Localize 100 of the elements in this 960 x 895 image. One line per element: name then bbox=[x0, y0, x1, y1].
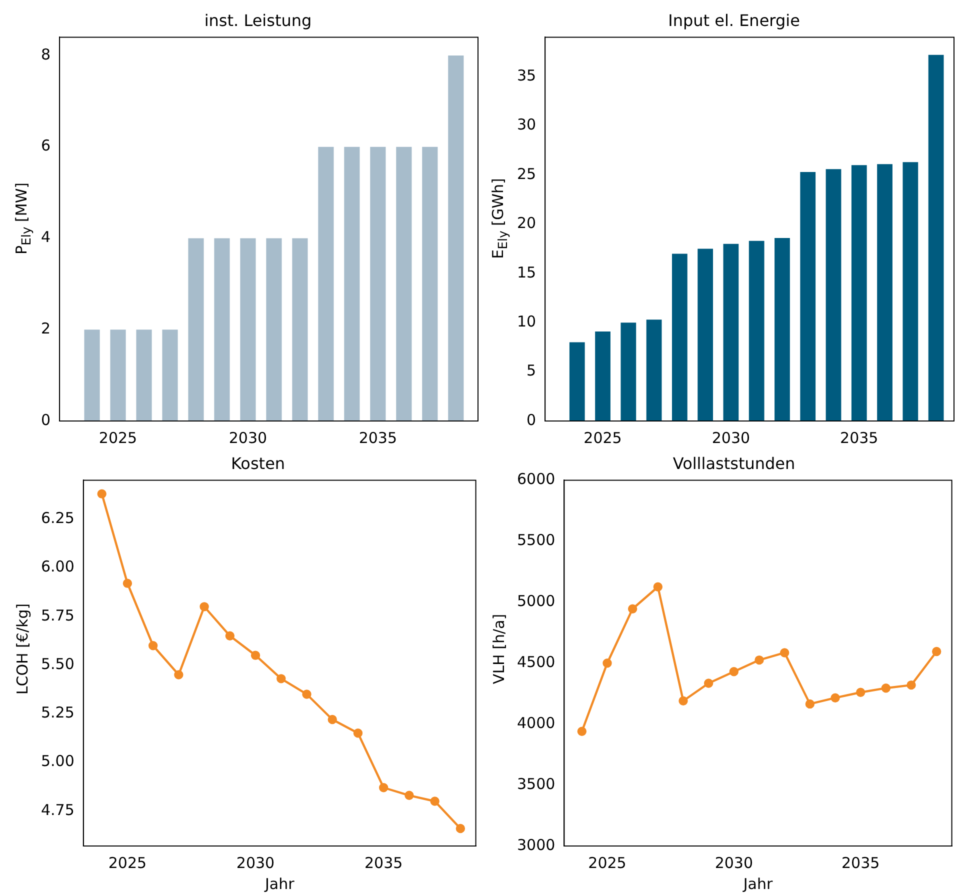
x-tick-label: 2030 bbox=[228, 428, 268, 447]
y-tick-label: 30 bbox=[516, 116, 536, 134]
y-tick-label: 20 bbox=[516, 214, 536, 232]
bar bbox=[800, 172, 816, 421]
x-tick-label: 2025 bbox=[108, 854, 147, 872]
y-tick-label: 5.25 bbox=[40, 704, 74, 722]
point bbox=[250, 650, 260, 660]
y-tick-label: 35 bbox=[516, 66, 536, 84]
bar bbox=[774, 238, 790, 421]
y-tick-label: 2 bbox=[40, 320, 51, 338]
point bbox=[932, 646, 942, 656]
point bbox=[628, 604, 638, 614]
bar bbox=[318, 146, 334, 421]
chart-title: Kosten bbox=[230, 454, 286, 473]
bar bbox=[136, 330, 152, 421]
x-tick-label: 2035 bbox=[840, 428, 878, 447]
y-axis-title: VLH [h/a] bbox=[490, 613, 508, 684]
y-tick-label: 4000 bbox=[516, 714, 556, 732]
point bbox=[456, 824, 466, 834]
point bbox=[577, 726, 587, 736]
bar bbox=[928, 54, 944, 421]
chart-title: Input el. Energie bbox=[668, 10, 800, 30]
bar bbox=[84, 330, 100, 421]
y-tick-label: 5 bbox=[526, 362, 536, 380]
chart-title: inst. Leistung bbox=[204, 10, 312, 30]
point bbox=[378, 783, 388, 792]
point bbox=[148, 640, 158, 650]
y-tick-label: 4 bbox=[40, 228, 51, 246]
x-tick-label: 2035 bbox=[358, 428, 398, 447]
y-tick-label: 25 bbox=[516, 164, 536, 183]
x-tick-label: 2030 bbox=[236, 854, 275, 872]
y-tick-label: 3500 bbox=[516, 774, 556, 793]
point bbox=[602, 658, 612, 668]
point bbox=[653, 582, 663, 592]
point bbox=[97, 489, 106, 498]
y-tick-label: 5.75 bbox=[40, 606, 74, 624]
y-tick-label: 15 bbox=[516, 263, 536, 282]
y-tick-label: 6.00 bbox=[40, 558, 74, 576]
point bbox=[200, 602, 209, 612]
bar bbox=[877, 164, 892, 421]
chart-title: Volllaststunden bbox=[672, 454, 796, 473]
x-tick-label: 2035 bbox=[364, 854, 403, 872]
point bbox=[430, 796, 440, 806]
x-tick-label: 2030 bbox=[712, 428, 750, 447]
point bbox=[856, 688, 866, 697]
bar bbox=[672, 254, 688, 421]
x-tick-label: 2035 bbox=[842, 854, 880, 872]
y-tick-label: 5000 bbox=[516, 592, 556, 610]
bar bbox=[292, 238, 308, 421]
bar bbox=[569, 342, 585, 421]
bar bbox=[902, 162, 918, 421]
point bbox=[729, 667, 739, 676]
x-axis-title: Jahr bbox=[264, 874, 296, 893]
y-axis-title: LCOH [€/kg] bbox=[14, 602, 32, 694]
point bbox=[302, 690, 312, 699]
bar bbox=[396, 146, 412, 421]
point bbox=[225, 631, 235, 640]
bar bbox=[370, 146, 386, 421]
y-tick-label: 8 bbox=[40, 45, 51, 64]
x-axis-title: Jahr bbox=[742, 874, 774, 893]
y-tick-label: 6.25 bbox=[40, 509, 74, 528]
bar bbox=[214, 238, 230, 421]
y-tick-label: 5500 bbox=[516, 531, 556, 550]
y-tick-label: 10 bbox=[516, 312, 536, 330]
point bbox=[754, 655, 764, 665]
point bbox=[678, 696, 688, 706]
bar bbox=[646, 320, 662, 421]
point bbox=[704, 678, 714, 688]
x-tick-label: 2025 bbox=[98, 428, 138, 447]
y-tick-label: 0 bbox=[40, 410, 51, 429]
x-tick-label: 2030 bbox=[714, 854, 754, 872]
bar bbox=[723, 244, 739, 421]
bar bbox=[422, 146, 438, 421]
bar bbox=[448, 55, 464, 421]
point bbox=[353, 728, 363, 738]
point bbox=[276, 674, 286, 684]
point bbox=[780, 648, 790, 658]
bar bbox=[698, 248, 714, 421]
bar bbox=[110, 330, 126, 421]
bar bbox=[162, 330, 178, 421]
y-tick-label: 3000 bbox=[516, 836, 556, 854]
x-tick-label: 2025 bbox=[584, 428, 622, 447]
y-tick-label: 6 bbox=[40, 136, 51, 155]
y-tick-label: 5.50 bbox=[40, 654, 74, 673]
bar bbox=[851, 165, 867, 421]
bar bbox=[826, 169, 842, 421]
bar bbox=[344, 146, 360, 421]
bar bbox=[595, 331, 610, 421]
point bbox=[830, 693, 840, 702]
bar bbox=[188, 238, 204, 421]
point bbox=[805, 699, 815, 709]
x-tick-label: 2025 bbox=[588, 854, 626, 872]
point bbox=[404, 790, 414, 800]
y-tick-label: 0 bbox=[526, 410, 536, 429]
bar bbox=[240, 238, 256, 421]
point bbox=[328, 714, 337, 724]
bar bbox=[266, 238, 282, 421]
bar bbox=[748, 240, 764, 421]
point bbox=[174, 670, 184, 680]
y-tick-label: 5.00 bbox=[40, 752, 74, 770]
